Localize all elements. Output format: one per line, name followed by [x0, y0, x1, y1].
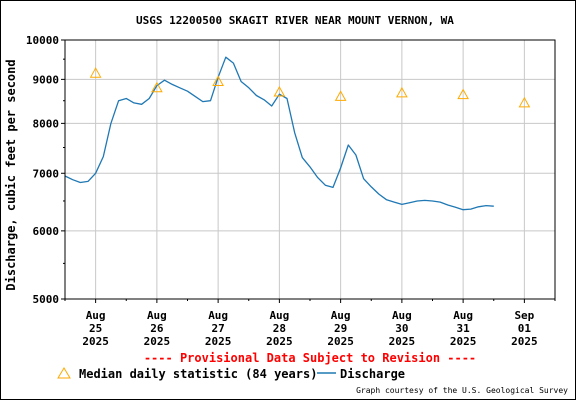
plot-area	[65, 40, 555, 299]
y-tick-label: 9000	[33, 73, 60, 86]
x-tick-month: Aug	[392, 309, 412, 322]
x-tick-year: 2025	[144, 335, 171, 348]
x-tick-month: Sep	[514, 309, 534, 322]
y-tick-label: 6000	[33, 225, 60, 238]
x-tick-month: Aug	[331, 309, 351, 322]
x-tick-day: 29	[334, 322, 347, 335]
chart-title: USGS 12200500 SKAGIT RIVER NEAR MOUNT VE…	[136, 14, 454, 27]
x-tick-day: 25	[89, 322, 102, 335]
x-tick-year: 2025	[327, 335, 354, 348]
credit-text: Graph courtesy of the U.S. Geological Su…	[356, 386, 568, 395]
y-axis-label: Discharge, cubic feet per second	[4, 59, 18, 290]
x-tick-day: 30	[395, 322, 408, 335]
x-axis-ticks: Aug252025Aug262025Aug272025Aug282025Aug2…	[64, 299, 556, 348]
median-marker	[151, 81, 163, 93]
median-series	[89, 67, 531, 108]
x-tick-year: 2025	[511, 335, 538, 348]
x-tick-month: Aug	[86, 309, 106, 322]
discharge-line	[64, 56, 494, 211]
x-tick-year: 2025	[389, 335, 416, 348]
x-tick-day: 31	[457, 322, 471, 335]
x-tick-month: Aug	[208, 309, 228, 322]
plot-border	[64, 39, 556, 300]
provisional-note: ---- Provisional Data Subject to Revisio…	[144, 351, 476, 365]
x-tick-day: 01	[518, 322, 532, 335]
median-marker	[518, 96, 531, 108]
y-axis-ticks: 5000 6000 7000 8000 9000 10000	[26, 34, 65, 306]
median-marker	[396, 86, 408, 98]
median-marker	[457, 88, 469, 100]
y-tick-label: 7000	[33, 167, 60, 180]
median-marker	[273, 86, 286, 97]
x-tick-year: 2025	[266, 335, 293, 348]
median-marker	[334, 90, 347, 101]
legend-triangle-icon	[57, 367, 71, 379]
y-tick-label: 10000	[26, 34, 59, 47]
legend-median-label: Median daily statistic (84 years)	[79, 367, 317, 381]
x-tick-day: 27	[212, 322, 225, 335]
x-tick-month: Aug	[453, 309, 473, 322]
x-tick-year: 2025	[450, 335, 477, 348]
x-tick-year: 2025	[205, 335, 232, 348]
y-tick-label: 5000	[33, 293, 60, 306]
legend-discharge-label: Discharge	[340, 367, 405, 381]
legend: Median daily statistic (84 years) Discha…	[57, 367, 405, 381]
median-marker	[212, 75, 224, 86]
x-tick-day: 26	[150, 322, 164, 335]
y-tick-label: 8000	[33, 117, 60, 130]
x-tick-year: 2025	[82, 335, 109, 348]
discharge-series	[64, 56, 494, 211]
x-tick-month: Aug	[269, 309, 289, 322]
median-marker	[89, 67, 102, 78]
x-tick-day: 28	[273, 322, 286, 335]
x-tick-month: Aug	[147, 309, 167, 322]
